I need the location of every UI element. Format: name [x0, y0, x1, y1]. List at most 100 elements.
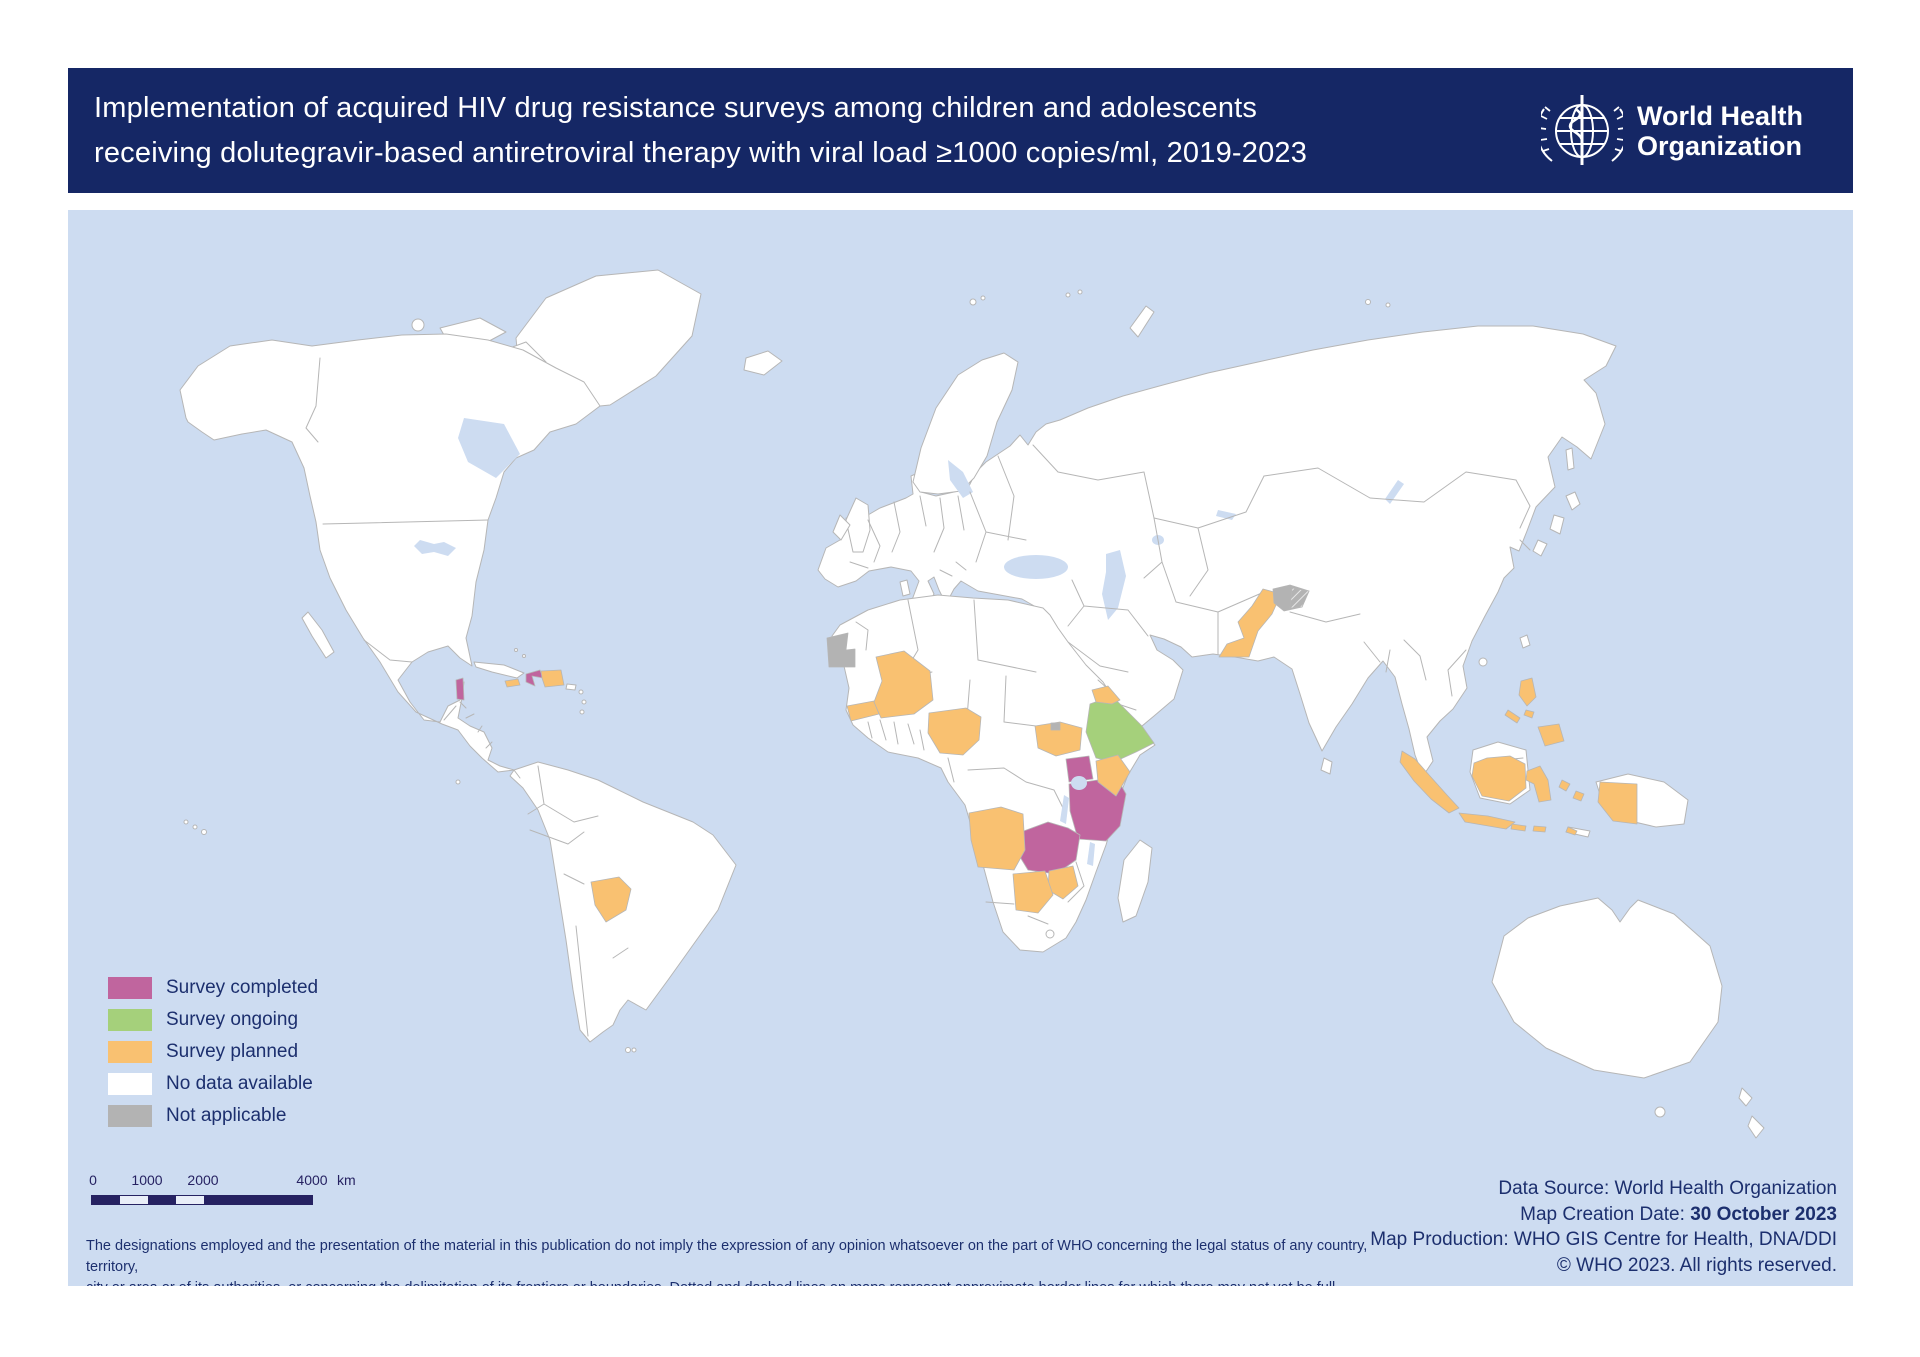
country-angola [968, 806, 1026, 871]
landmass-japan [1565, 491, 1581, 511]
who-emblem-icon [1540, 94, 1623, 165]
country-indonesia-java [1458, 812, 1516, 830]
legend-item-survey-ongoing: Survey ongoing [108, 1004, 318, 1036]
country-indonesia-west-timor [1565, 826, 1578, 836]
map-area: Survey completed Survey ongoing Survey p… [68, 210, 1853, 1286]
data-source: Data Source: World Health Organization [1498, 1178, 1837, 1199]
landmass-great-britain [845, 497, 871, 553]
country-belize [455, 677, 465, 701]
landmass-tasmania [1654, 1106, 1666, 1118]
country-indonesia [1399, 750, 1638, 836]
country-ethiopia [1085, 695, 1155, 763]
country-indonesia-lesser-sunda [1510, 823, 1527, 832]
scale-segment [204, 1196, 312, 1204]
country-south-sudan [1034, 721, 1083, 757]
baltic-sea [948, 460, 973, 498]
country-botswana [1012, 870, 1054, 914]
country-indonesia-sulawesi [1525, 765, 1552, 803]
status-countries [455, 584, 1638, 923]
landmass-arctic-islands [1365, 299, 1371, 305]
map-production: Map Production: WHO GIS Centre for Healt… [1370, 1229, 1837, 1250]
landmass-falkland-islands [631, 1047, 637, 1053]
legend-item-survey-completed: Survey completed [108, 972, 318, 1004]
landmass-new-zealand [1738, 1087, 1753, 1107]
landmass-hawaii [201, 829, 207, 835]
landmass-lesser-antilles [578, 689, 584, 695]
title-line-1: Implementation of acquired HIV drug resi… [94, 91, 1258, 124]
who-logo: World Health Organization [1540, 90, 1853, 172]
map-creation-date-value: 30 October 2023 [1690, 1203, 1837, 1225]
title-line-2: receiving dolutegravir-based antiretrovi… [94, 136, 1308, 169]
landmass-sri-lanka [1320, 757, 1333, 775]
country-indonesia-moluccas [1558, 779, 1571, 792]
scale-segment [148, 1196, 176, 1204]
legend-item-survey-planned: Survey planned [108, 1036, 318, 1068]
landmass-hawaii [192, 824, 198, 830]
legend-swatch-no-data [108, 1073, 152, 1095]
legend-label: Survey ongoing [166, 1009, 299, 1030]
map-creation-label: Map Creation Date: [1520, 1203, 1691, 1225]
territory-jammu-kashmir-hatched [1289, 587, 1310, 609]
country-indonesia-lesser-sunda [1532, 825, 1547, 833]
landmass-arctic-islands [1385, 302, 1391, 308]
lake-tanganyika [1060, 795, 1069, 824]
country-uganda [1065, 755, 1094, 783]
who-logo-line-1: World Health [1636, 100, 1803, 131]
landmass-japan [1532, 539, 1548, 557]
country-borders [305, 357, 1531, 1037]
country-eritrea [1091, 685, 1121, 705]
lakes [414, 418, 1404, 620]
legend-label: No data available [166, 1073, 313, 1094]
header-bar: Implementation of acquired HIV drug resi… [68, 68, 1853, 193]
country-kenya [1095, 754, 1131, 797]
landmass-bahamas [522, 654, 526, 658]
disclaimer-line-1: The designations employed and the presen… [86, 1238, 1368, 1275]
territory-western-sahara [826, 632, 856, 668]
country-philippines [1504, 677, 1565, 747]
landmass-japan [1549, 514, 1565, 535]
scale-tick-0: 0 [89, 1172, 97, 1188]
scale-bar-segments [91, 1195, 313, 1205]
great-lakes [414, 540, 456, 556]
black-sea [1004, 555, 1068, 579]
landmass-falkland-islands [625, 1047, 631, 1053]
scale-tick-2000: 2000 [187, 1172, 219, 1188]
landmass-svalbard [969, 298, 977, 306]
country-philippines-mindanao [1537, 723, 1565, 747]
scale-segment [92, 1196, 120, 1204]
landmass-cuba [473, 661, 525, 679]
country-mali [873, 650, 934, 719]
country-dominican-republic [540, 669, 565, 688]
landmass-galapagos [455, 779, 461, 785]
landmass-new-zealand [1747, 1115, 1765, 1139]
scale-unit: km [337, 1172, 356, 1188]
legend-label: Survey completed [166, 977, 319, 998]
caspian-sea [1102, 550, 1126, 620]
country-philippines-luzon [1518, 677, 1537, 707]
country-pakistan [1218, 588, 1282, 658]
landmass-arctic-islands [1077, 289, 1083, 295]
landmass-novaya-zemlya [1129, 305, 1155, 338]
scale-tick-1000: 1000 [131, 1172, 163, 1188]
legend-swatch-survey-ongoing [108, 1009, 152, 1031]
country-philippines-palawan [1504, 709, 1521, 724]
landmass-bahamas [514, 648, 518, 652]
landmass-madagascar [1117, 839, 1153, 923]
map-creation-date: Map Creation Date: 30 October 2023 [1370, 1202, 1837, 1228]
country-indonesia-kalimantan [1471, 755, 1527, 802]
copyright: © WHO 2023. All rights reserved. [1556, 1254, 1837, 1276]
landmass-arctic-islands [411, 318, 425, 332]
rift-lakes [1060, 776, 1095, 866]
lake-malawi [1087, 842, 1095, 866]
landmass-taiwan [1519, 634, 1531, 649]
landmass-hainan [1478, 657, 1488, 667]
country-paraguay [590, 876, 632, 923]
landmass-lesotho [1045, 929, 1055, 939]
legend-swatch-survey-planned [108, 1041, 152, 1063]
legend-swatch-survey-completed [108, 977, 152, 999]
landmass-lesser-antilles [581, 699, 587, 705]
legend-label: Not applicable [166, 1105, 287, 1126]
legend: Survey completed Survey ongoing Survey p… [108, 972, 318, 1132]
scale-segment [120, 1196, 148, 1204]
